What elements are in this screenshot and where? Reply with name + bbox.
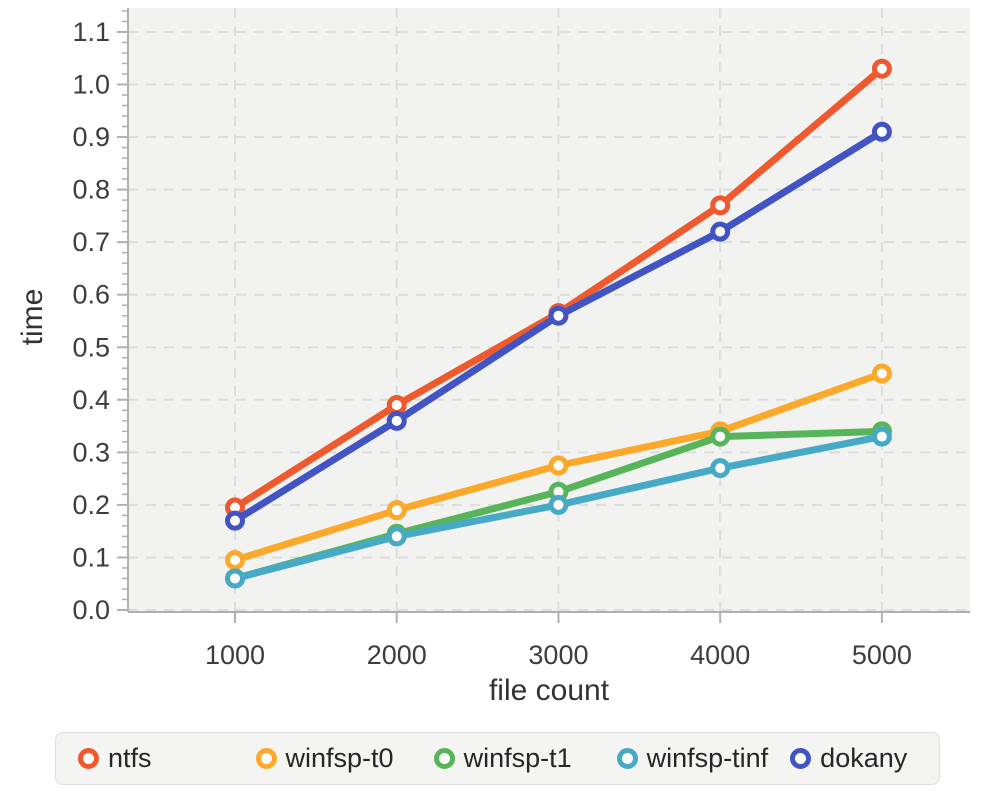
data-point-ntfs <box>710 195 731 216</box>
data-point-winfsp-t0 <box>225 550 245 571</box>
legend-marker-icon <box>616 748 638 769</box>
data-point-dokany <box>225 510 245 531</box>
legend-item-ntfs: ntfs <box>78 745 152 772</box>
data-point-dokany <box>386 410 407 431</box>
x-tick-label: 5000 <box>852 640 912 670</box>
legend: ntfs winfsp-t0 winfsp-t1 winfsp-tinf dok… <box>55 732 940 785</box>
legend-item-winfsp-tinf: winfsp-tinf <box>616 743 769 773</box>
data-point-winfsp-tinf <box>710 458 731 479</box>
y-tick-label: 0.0 <box>72 595 110 625</box>
data-point-dokany <box>710 221 731 242</box>
legend-marker-icon <box>790 748 812 769</box>
data-point-dokany <box>871 121 892 142</box>
legend-label: ntfs <box>108 743 152 773</box>
data-point-winfsp-tinf <box>386 526 407 547</box>
y-axis-title: time <box>16 289 49 346</box>
y-tick-label: 0.2 <box>72 490 110 520</box>
legend-item-dokany: dokany <box>790 745 907 772</box>
y-tick-label: 0.1 <box>72 542 110 572</box>
data-point-winfsp-tinf <box>871 426 892 447</box>
x-tick-label: 4000 <box>690 640 750 670</box>
legend-label: dokany <box>820 743 908 773</box>
legend-item-winfsp-t1: winfsp-t1 <box>433 743 572 773</box>
y-tick-label: 0.5 <box>72 332 110 362</box>
data-point-winfsp-tinf <box>225 568 245 589</box>
y-tick-label: 0.9 <box>72 122 110 152</box>
y-tick-label: 0.6 <box>72 280 110 310</box>
legend-label: winfsp-t0 <box>285 743 394 773</box>
y-tick-label: 0.3 <box>72 437 110 467</box>
x-axis-title: file count <box>489 674 610 707</box>
legend-label: winfsp-tinf <box>646 743 769 773</box>
legend-marker-icon <box>433 748 455 769</box>
x-tick-label: 2000 <box>367 640 427 670</box>
data-point-winfsp-t0 <box>386 500 407 521</box>
data-point-dokany <box>548 305 569 326</box>
data-point-ntfs <box>871 58 892 79</box>
y-tick-label: 0.7 <box>72 227 110 257</box>
y-tick-label: 0.8 <box>72 175 110 205</box>
data-point-winfsp-tinf <box>548 494 569 515</box>
legend-marker-icon <box>78 748 99 769</box>
data-point-ntfs <box>386 395 407 416</box>
y-tick-label: 1.0 <box>72 70 110 100</box>
data-point-winfsp-t1 <box>710 426 731 447</box>
legend-item-winfsp-t0: winfsp-t0 <box>255 743 394 773</box>
line-chart: 0.0 0.1 0.2 0.3 0.4 0.5 0.6 0.7 0.8 0.9 1.0 1.1 1000… <box>16 8 970 707</box>
legend-marker-icon <box>255 748 277 769</box>
x-tick-label: 1000 <box>205 640 265 670</box>
x-tick-label: 3000 <box>528 640 588 670</box>
data-point-winfsp-t0 <box>871 363 892 384</box>
legend-label: winfsp-t1 <box>463 743 572 773</box>
y-tick-label: 0.4 <box>72 385 110 415</box>
y-tick-label: 1.1 <box>72 17 110 47</box>
data-point-winfsp-t0 <box>548 455 569 476</box>
